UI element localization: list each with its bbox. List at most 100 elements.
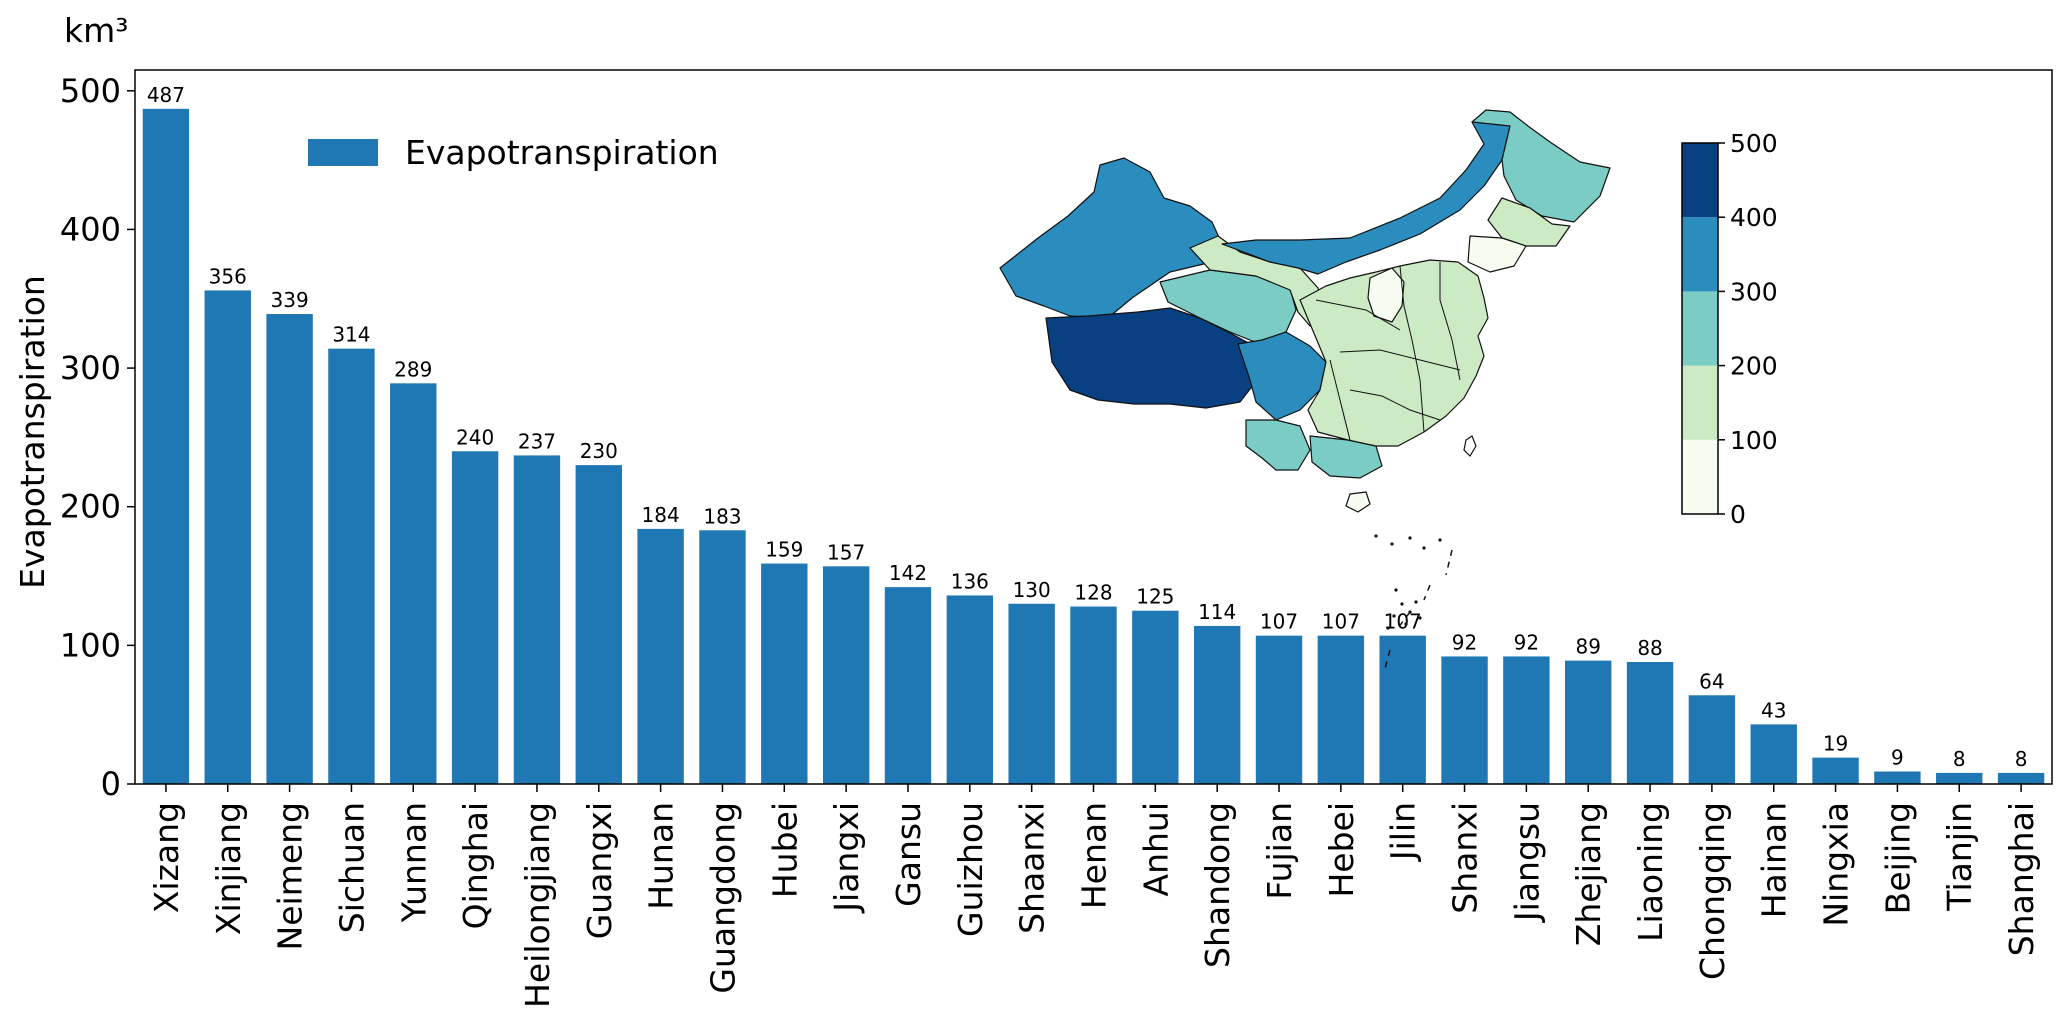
data-label-xinjiang: 356 [209,264,247,288]
data-label-beijing: 9 [1891,746,1904,770]
bar-guizhou [946,595,994,784]
data-label-shanxi: 92 [1452,630,1477,654]
bar-yunnan [390,383,437,784]
x-tick-label-neimeng: Neimeng [271,802,310,950]
data-label-heilongjiang: 237 [518,429,556,453]
x-tick-label-qinghai: Qinghai [456,802,495,929]
map-border [1399,265,1425,433]
data-label-anhui: 125 [1136,585,1174,609]
y-axis-title: Evapotranspiration [13,275,52,589]
x-tick-label-guangdong: Guangdong [703,802,742,994]
x-tick-label-shanghai: Shanghai [2002,802,2041,956]
bar-ningxia [1812,757,1859,784]
map-region-xizang [1045,307,1255,409]
y-tick-label: 200 [60,488,121,526]
data-label-hainan: 43 [1761,698,1786,722]
data-label-henan: 128 [1074,581,1112,605]
map-island-dot [1418,616,1422,620]
data-label-zhejiang: 89 [1575,635,1600,659]
map-island-dot [1408,536,1412,540]
map-island-dot [1374,534,1378,538]
x-tick-label-guizhou: Guizhou [951,802,990,937]
bar-jiangsu [1503,656,1550,784]
bar-tianjin [1936,772,1983,784]
map-region-shanxi [1367,267,1405,323]
data-label-hunan: 184 [642,503,680,527]
map-region-xinjiang [999,157,1223,319]
data-label-guangdong: 183 [703,504,741,528]
y-tick-label: 500 [60,72,121,110]
data-label-qinghai: 240 [456,425,494,449]
x-tick-label-tianjin: Tianjin [1940,802,1979,912]
colorbar-segment [1682,143,1718,218]
map-region-heilongjiang [1471,109,1611,223]
x-tick-label-jilin: Jilin [1384,802,1423,862]
x-tick-label-gansu: Gansu [889,802,928,907]
x-tick-label-fujian: Fujian [1260,802,1299,900]
x-tick-label-shandong: Shandong [1198,802,1237,968]
map-island-dot [1394,588,1398,592]
x-tick-label-hebei: Hebei [1322,802,1361,898]
x-tick-label-hainan: Hainan [1755,802,1794,918]
map-border [1339,349,1461,371]
bar-neimeng [266,314,313,784]
map-island-dot [1404,622,1408,626]
bar-guangxi [575,465,622,784]
bar-hainan [1750,724,1797,784]
x-tick-label-ningxia: Ningxia [1817,802,1856,927]
map-region-jilin [1487,197,1571,247]
legend-label: Evapotranspiration [405,133,719,172]
data-label-ningxia: 19 [1823,732,1848,756]
x-tick-label-chongqing: Chongqing [1693,802,1732,980]
x-tick-label-shanxi: Shanxi [1446,802,1485,914]
legend: Evapotranspiration [308,133,719,172]
colorbar-frame [1681,142,1719,515]
x-tick-label-liaoning: Liaoning [1631,802,1670,942]
data-label-tianjin: 8 [1953,747,1966,771]
x-tick-label-beijing: Beijing [1878,802,1917,914]
data-label-shandong: 114 [1198,600,1236,624]
colorbar-tick-label: 300 [1730,277,1778,306]
bar-shaanxi [1008,603,1055,784]
bar-heilongjiang [513,455,561,784]
bars-group: 487 356 339 314 289 240 237 230 184 183 159 157 142 1… [142,83,2045,785]
map-island-dot [1386,626,1390,630]
data-label-jiangxi: 157 [827,540,865,564]
map-island-dot [1390,542,1394,546]
x-tick-label-jiangsu: Jiangsu [1507,802,1546,923]
x-tick-label-sichuan: Sichuan [332,802,371,933]
bar-zhejiang [1565,660,1612,784]
map-island-dot [1422,546,1426,550]
map-region-hainan [1345,491,1371,513]
map-region-yunnan [1245,419,1311,471]
bar-guangdong [699,530,746,784]
map-nine-dash-line [1383,549,1453,673]
bar-shandong [1193,625,1241,784]
colorbar-segment [1682,291,1718,366]
bar-gansu [884,587,932,784]
y-tick-label: 0 [101,765,121,803]
x-tick-label-xizang: Xizang [147,802,186,913]
map-border [1439,262,1461,381]
y-tick-label: 300 [60,349,121,387]
bar-shanxi [1441,656,1488,784]
map-region-liaoning [1467,235,1527,273]
x-tick-label-shaanxi: Shaanxi [1013,802,1052,934]
x-tick-label-hubei: Hubei [765,802,804,898]
inset-map [999,109,1611,673]
data-label-fujian: 107 [1260,610,1298,634]
map-island-dot [1438,538,1442,542]
bar-henan [1070,606,1117,784]
colorbar-segment [1682,365,1718,440]
axes-group: Xizang Xinjiang Neimeng Sichuan Yunnan Qingha… [60,69,2053,1008]
data-label-neimeng: 339 [271,288,309,312]
y-tick-label: 400 [60,210,121,248]
legend-swatch [308,139,378,166]
bar-beijing [1874,771,1921,784]
map-island-dot [1392,614,1396,618]
data-label-sichuan: 314 [332,323,370,347]
bar-liaoning [1626,661,1674,784]
bar-anhui [1132,610,1179,784]
bar-qinghai [451,451,499,784]
